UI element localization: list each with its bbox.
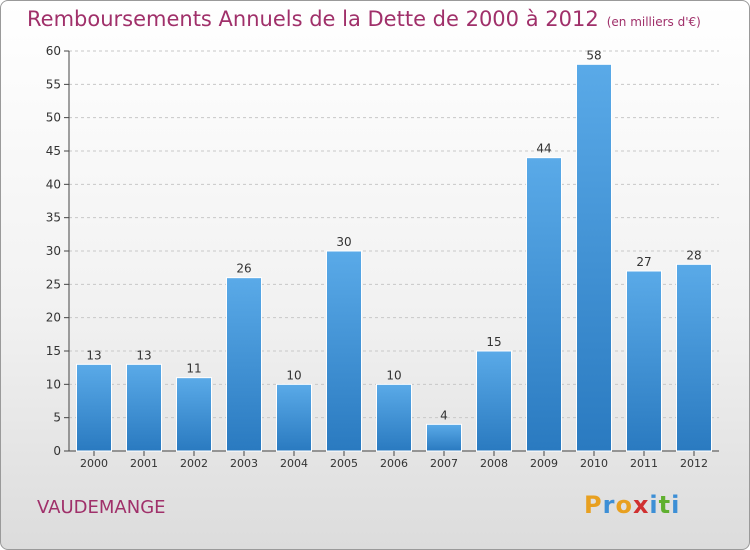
- bar: [526, 157, 562, 452]
- x-tick-label: 2002: [180, 457, 208, 470]
- data-label: 26: [236, 262, 251, 276]
- x-tick-label: 2001: [130, 457, 158, 470]
- y-tick-label: 5: [53, 411, 61, 425]
- logo-letter: P: [584, 491, 603, 519]
- data-label: 44: [536, 142, 551, 156]
- bar: [676, 263, 712, 452]
- data-label: 28: [686, 248, 701, 262]
- bar: [576, 63, 612, 452]
- data-label: 13: [136, 348, 151, 362]
- x-tick-label: 2006: [380, 457, 408, 470]
- bar: [326, 250, 362, 452]
- y-tick-label: 55: [46, 77, 61, 91]
- y-tick-label: 10: [46, 377, 61, 391]
- x-tick-label: 2007: [430, 457, 458, 470]
- bar: [626, 270, 662, 452]
- x-tick-label: 2003: [230, 457, 258, 470]
- logo-letter: i: [671, 491, 681, 519]
- x-tick-label: 2009: [530, 457, 558, 470]
- y-tick-label: 35: [46, 211, 61, 225]
- logo-letter: i: [649, 491, 659, 519]
- y-tick-label: 20: [46, 311, 61, 325]
- x-tick-label: 2008: [480, 457, 508, 470]
- x-tick-label: 2000: [80, 457, 108, 470]
- data-label: 10: [386, 368, 401, 382]
- bar: [376, 383, 412, 452]
- bar: [226, 277, 262, 452]
- x-tick-label: 2012: [680, 457, 708, 470]
- data-label: 30: [336, 235, 351, 249]
- y-tick-label: 25: [46, 277, 61, 291]
- y-tick-label: 0: [53, 444, 61, 458]
- data-label: 58: [586, 48, 601, 62]
- x-tick-label: 2011: [630, 457, 658, 470]
- logo-letter: x: [632, 491, 650, 519]
- data-label: 13: [86, 348, 101, 362]
- y-tick-label: 15: [46, 344, 61, 358]
- y-tick-label: 40: [46, 177, 61, 191]
- data-label: 11: [186, 362, 201, 376]
- logo-letter: t: [658, 491, 672, 519]
- bar: [276, 383, 312, 452]
- logo-letter: o: [615, 491, 633, 519]
- proxiti-logo: Proxiti: [584, 491, 680, 519]
- bar: [476, 350, 512, 452]
- data-label: 10: [286, 368, 301, 382]
- y-tick-label: 60: [46, 44, 61, 58]
- chart-unit: (en milliers d'€): [606, 15, 701, 29]
- bar: [176, 377, 212, 452]
- logo-letter: r: [602, 491, 616, 519]
- bar: [126, 363, 162, 452]
- x-tick-label: 2004: [280, 457, 308, 470]
- y-tick-label: 30: [46, 244, 61, 258]
- x-tick-label: 2010: [580, 457, 608, 470]
- x-tick-label: 2005: [330, 457, 358, 470]
- chart-title-text: Remboursements Annuels de la Dette de 20…: [27, 7, 599, 31]
- chart-title: Remboursements Annuels de la Dette de 20…: [27, 7, 701, 31]
- bar: [76, 363, 112, 452]
- y-tick-label: 45: [46, 144, 61, 158]
- data-label: 15: [486, 335, 501, 349]
- bar: [426, 423, 462, 452]
- data-label: 4: [440, 408, 448, 422]
- town-name: VAUDEMANGE: [37, 497, 166, 518]
- y-tick-label: 50: [46, 111, 61, 125]
- data-label: 27: [636, 255, 651, 269]
